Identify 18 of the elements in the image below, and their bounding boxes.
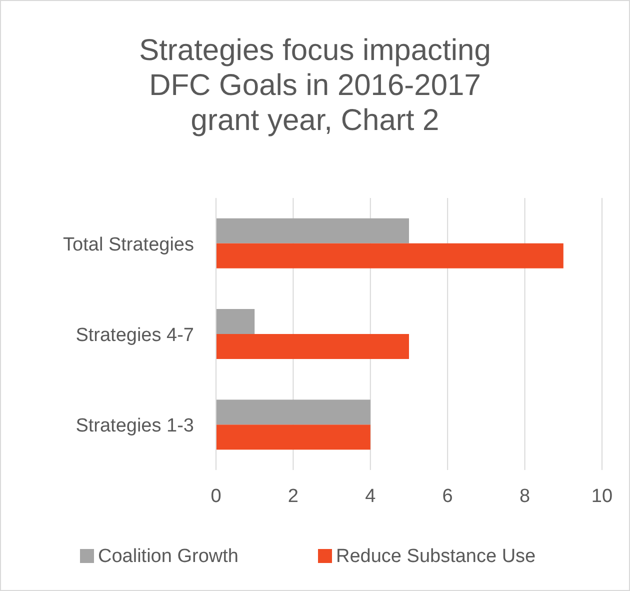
- y-tick-label: Strategies 1-3: [76, 416, 194, 437]
- bar: [216, 218, 409, 244]
- chart-title: Strategies focus impacting DFC Goals in 2016-2017 grant year, Chart 2: [139, 34, 491, 137]
- x-tick-label: 4: [365, 486, 376, 507]
- legend-label: Reduce Substance Use: [336, 546, 536, 567]
- legend-label: Coalition Growth: [98, 546, 238, 567]
- bar: [216, 424, 370, 450]
- x-tick-label: 2: [288, 486, 298, 507]
- x-tick-label: 0: [210, 486, 222, 507]
- bar: [216, 243, 564, 268]
- x-tick-label: 6: [442, 486, 453, 507]
- bar: [216, 400, 370, 425]
- y-tick-label: Strategies 4-7: [76, 325, 194, 346]
- bar: [216, 334, 409, 359]
- x-tick-label: 8: [520, 486, 530, 507]
- x-tick-label: 10: [591, 486, 613, 507]
- y-tick-label: Total Strategies: [63, 234, 194, 256]
- bar: [216, 309, 255, 334]
